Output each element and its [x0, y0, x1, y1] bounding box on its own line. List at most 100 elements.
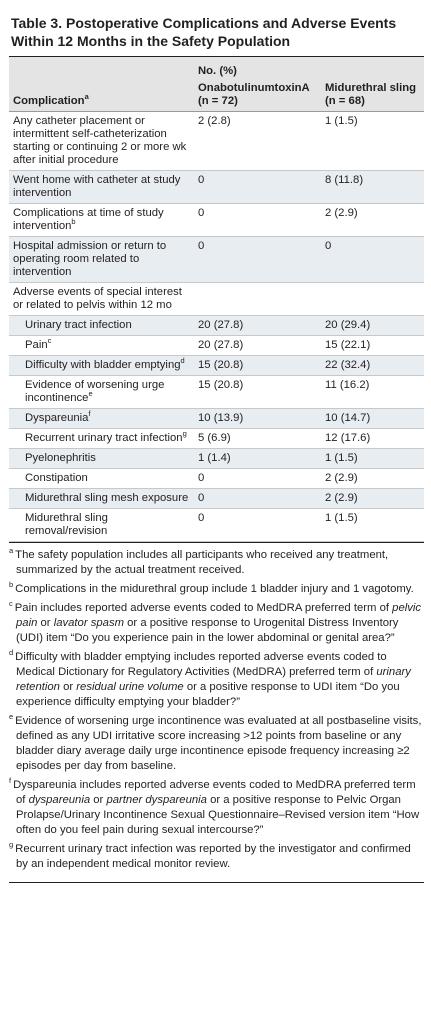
- label-text: Dyspareunia: [25, 412, 89, 424]
- value-cell: 5 (6.9): [198, 432, 231, 444]
- row: Complications at time of study intervent…: [9, 204, 424, 237]
- subrow: Difficulty with bladder emptyingd 15 (20.…: [9, 355, 424, 376]
- row-label: Recurrent urinary tract infectiong: [9, 429, 194, 449]
- value-cell: 2 (2.9): [325, 472, 358, 484]
- row-label: Went home with catheter at study interve…: [9, 171, 194, 204]
- column-header: Complicationa: [9, 80, 194, 112]
- footnote: a The safety population includes all part…: [9, 546, 424, 578]
- footnote-text: or a positive response to Urogenital Dis…: [16, 617, 399, 644]
- footnote-mark: c: [9, 599, 13, 609]
- empty-cell: [321, 283, 424, 316]
- value-cell: 15 (20.8): [198, 379, 244, 391]
- row-label: Midurethral sling removal/revision: [9, 509, 194, 542]
- row: Adverse events of special interest or re…: [9, 283, 424, 316]
- value-cell: 1 (1.5): [325, 452, 358, 464]
- footnote-text: dyspareunia: [28, 794, 91, 806]
- footnote-text: Recurrent urinary tract infection was re…: [15, 843, 411, 870]
- label-text: Recurrent urinary tract infection: [25, 432, 183, 444]
- footnote-ref: a: [84, 92, 89, 102]
- row-label: Adverse events of special interest or re…: [9, 283, 194, 316]
- group-header: No. (%): [198, 65, 237, 77]
- row: Any catheter placement or intermittent s…: [9, 112, 424, 171]
- label-text: Midurethral sling removal/revision: [25, 512, 108, 537]
- footnote-ref: c: [47, 336, 52, 346]
- value-cell: 0: [198, 472, 205, 484]
- subrow: Painc 20 (27.8) 15 (22.1): [9, 336, 424, 356]
- value-cell: 1 (1.4): [198, 452, 231, 464]
- label-text: Pyelonephritis: [25, 452, 96, 464]
- subrow: Evidence of worsening urge incontinencee…: [9, 376, 424, 409]
- footnote-mark: d: [9, 648, 14, 658]
- footnote-mark: a: [9, 546, 14, 556]
- footnote-text: urinary retention: [16, 666, 411, 693]
- subrow: Recurrent urinary tract infectiong 5 (6.9…: [9, 429, 424, 449]
- value-cell: 0: [198, 207, 205, 219]
- subrow: Midurethral sling removal/revision 0 1 (1.…: [9, 509, 424, 542]
- value-cell: 15 (22.1): [325, 339, 371, 351]
- footnote: c Pain includes reported adverse events c…: [9, 599, 424, 646]
- footnote-text: Dyspareunia includes reported adverse ev…: [13, 779, 416, 806]
- value-cell: 20 (29.4): [325, 319, 371, 331]
- label-text: Complication: [13, 95, 85, 107]
- footnote-text: partner dyspareunia: [106, 794, 207, 806]
- table-document: Table 3. Postoperative Complications and…: [9, 0, 424, 883]
- label-text: OnabotulinumtoxinA (n = 72): [198, 82, 310, 107]
- value-cell: 10 (14.7): [325, 412, 371, 424]
- footnote-text: or a positive response to UDI item “Do y…: [16, 681, 400, 708]
- footnote-mark: g: [9, 840, 14, 850]
- row-label: Hospital admission or return to operatin…: [9, 237, 194, 283]
- value-cell: 0: [198, 512, 205, 524]
- footnote-text: residual urine volume: [76, 681, 184, 693]
- table-title: Table 3. Postoperative Complications and…: [9, 14, 424, 57]
- row-label: Painc: [9, 336, 194, 356]
- row-label: Constipation: [9, 469, 194, 489]
- column-header: OnabotulinumtoxinA (n = 72): [194, 80, 321, 112]
- value-cell: 0: [198, 174, 205, 186]
- footnote: g Recurrent urinary tract infection was r…: [9, 840, 424, 872]
- row-label: Midurethral sling mesh exposure: [9, 489, 194, 509]
- value-cell: 15 (20.8): [198, 359, 244, 371]
- table-header: No. (%) Complicationa OnabotulinumtoxinA (…: [9, 57, 424, 112]
- value-cell: 2 (2.9): [325, 492, 358, 504]
- footnote-text: or: [59, 681, 77, 693]
- label-text: Adverse events of special interest or re…: [13, 286, 182, 311]
- footnote: f Dyspareunia includes reported adverse e…: [9, 777, 424, 838]
- footnote-ref: e: [88, 389, 93, 399]
- footnote-mark: e: [9, 712, 14, 722]
- value-cell: 0: [198, 492, 205, 504]
- value-cell: 11 (16.2): [325, 379, 370, 391]
- value-cell: 12 (17.6): [325, 432, 371, 444]
- row: Went home with catheter at study interve…: [9, 170, 424, 204]
- row-label: Difficulty with bladder emptyingd: [9, 356, 194, 376]
- label-text: Difficulty with bladder emptying: [25, 359, 181, 371]
- label-text: Midurethral sling (n = 68): [325, 82, 417, 107]
- value-cell: 1 (1.5): [325, 115, 358, 127]
- row: Hospital admission or return to operatin…: [9, 236, 424, 283]
- label-text: Evidence of worsening urge incontinence: [25, 379, 165, 404]
- label-text: Went home with catheter at study interve…: [13, 174, 181, 199]
- footnote: b Complications in the midurethral group …: [9, 580, 424, 597]
- column-header-row: Complicationa OnabotulinumtoxinA (n = 72)…: [9, 80, 424, 112]
- footnote-text: Difficulty with bladder emptying include…: [15, 651, 387, 678]
- footnote-mark: b: [9, 580, 14, 590]
- footnote-text: lavator spasm: [53, 617, 125, 629]
- empty-cell: [194, 283, 321, 316]
- subrow: Midurethral sling mesh exposure 0 2 (2.9): [9, 488, 424, 509]
- subrow: Dyspareuniaf 10 (13.9) 10 (14.7): [9, 408, 424, 429]
- complications-table: No. (%) Complicationa OnabotulinumtoxinA (…: [9, 57, 424, 542]
- footnote-ref: b: [71, 217, 76, 227]
- value-cell: 22 (32.4): [325, 359, 371, 371]
- value-cell: 8 (11.8): [325, 174, 364, 186]
- label-text: Complications at time of study intervent…: [13, 207, 164, 232]
- subrow: Urinary tract infection 20 (27.8) 20 (29.4…: [9, 315, 424, 336]
- column-header: Midurethral sling (n = 68): [321, 80, 424, 112]
- row-label: Urinary tract infection: [9, 316, 194, 336]
- value-cell: 20 (27.8): [198, 319, 244, 331]
- footnote-ref: g: [182, 429, 187, 439]
- label-text: Midurethral sling mesh exposure: [25, 492, 189, 504]
- footnote-ref: f: [88, 409, 91, 419]
- footnote-ref: d: [180, 356, 185, 366]
- header-cell: [9, 57, 194, 80]
- row-label: Complications at time of study intervent…: [9, 204, 194, 237]
